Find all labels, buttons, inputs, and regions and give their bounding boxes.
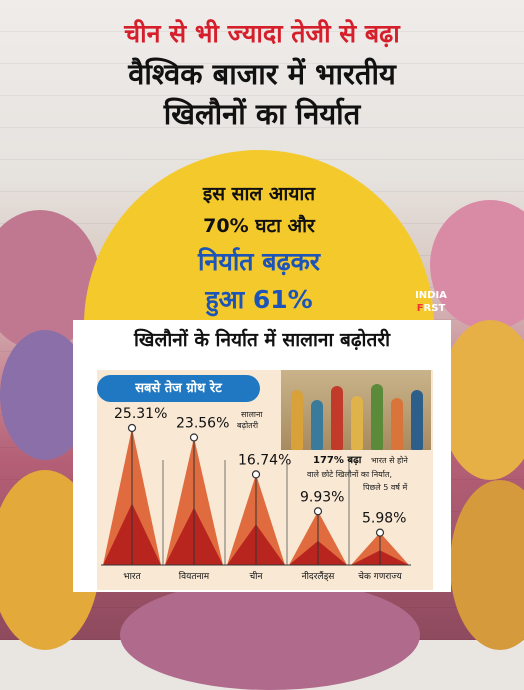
headline-line-2: वैश्विक बाजार में भारतीय [128, 57, 396, 91]
category-label-0: भारत [123, 572, 141, 582]
value-label-2: 16.74% [238, 452, 291, 468]
logo-rest: RST [423, 303, 446, 314]
toys-photo [281, 370, 431, 450]
peak-marker-2 [251, 470, 261, 479]
toy-figure [331, 386, 343, 450]
category-label-3: नीदरलैंड्स [302, 570, 336, 582]
toy-figure [351, 396, 363, 450]
peak-marker-1 [189, 433, 199, 442]
toy-figure [411, 390, 423, 450]
headline-line-3: खिलौनों का निर्यात [163, 97, 361, 131]
peak-marker-3 [313, 507, 323, 516]
legend-note-line-1: सालाना [241, 410, 263, 419]
toy-figure [311, 400, 323, 450]
value-label-0: 25.31% [114, 406, 167, 422]
plush-toy-bottom [120, 580, 420, 690]
callout-line-1: इस साल आयात [202, 183, 316, 205]
growth-chart: 25.31% भारत 23.56% वियतनाम 16.74% चीन 9.93% नीद… [101, 406, 411, 582]
logo-line-1: INDIA [415, 290, 447, 301]
logo-accent: F [416, 303, 424, 314]
peak-marker-4 [375, 528, 385, 537]
callout-line-4: हुआ 61% [205, 285, 313, 314]
callout-line-3: निर्यात बढ़कर [197, 247, 321, 276]
india-first-logo: INDIA FRST [402, 290, 460, 320]
note-bold: 177% बढ़ा [313, 455, 362, 466]
card-title: खिलौनों के निर्यात में सालाना बढ़ोतरी [133, 329, 391, 351]
plush-toy-right [430, 200, 524, 330]
legend-note-line-2: बढ़ोतरी [237, 420, 259, 430]
peak-marker-0 [127, 423, 137, 433]
note-line-3: पिछले 5 वर्ष में [363, 482, 407, 492]
note-line-1: भारत से होने [371, 455, 408, 465]
category-label-2: चीन [249, 570, 263, 582]
headline-line-1: चीन से भी ज्यादा तेजी से बढ़ा [124, 19, 400, 48]
value-label-1: 23.56% [176, 415, 229, 431]
value-label-4: 5.98% [362, 511, 406, 527]
toy-figure [391, 398, 403, 450]
logo-line-2: FRST [402, 303, 460, 314]
toy-figure [371, 384, 383, 450]
plush-toy-bottom-right [450, 480, 524, 650]
infographic-card: खिलौनों के निर्यात में सालाना बढ़ोतरी सब… [73, 320, 451, 592]
category-label-1: वियतनाम [179, 570, 210, 582]
value-label-3: 9.93% [300, 489, 344, 505]
toy-figure [291, 390, 303, 450]
plush-toy-pooh-right [440, 320, 524, 480]
category-label-4: चेक गणराज्य [358, 570, 402, 582]
note-line-2: वाले छोटे खिलौनों का निर्यात, [307, 469, 392, 479]
growth-rate-pill: सबसे तेज ग्रोथ रेट [97, 375, 260, 402]
callout-line-2: 70% घटा और [203, 215, 315, 237]
